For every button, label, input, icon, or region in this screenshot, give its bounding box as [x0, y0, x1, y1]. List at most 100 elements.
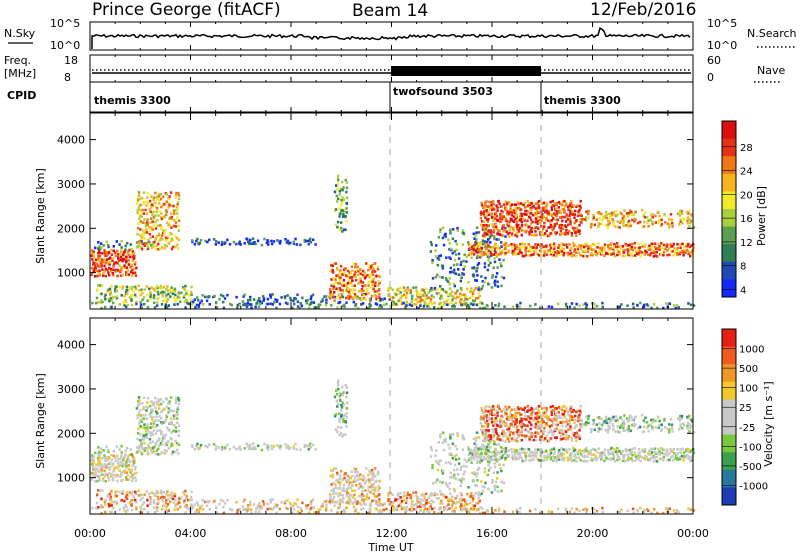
velocity-cell: [435, 460, 437, 463]
power-cell: [508, 225, 510, 228]
power-cell: [639, 302, 641, 305]
power-cell: [209, 303, 211, 306]
power-cell: [464, 265, 466, 268]
power-cell: [456, 249, 458, 252]
velocity-cell: [392, 501, 394, 504]
velocity-cell: [654, 451, 656, 454]
velocity-cell: [120, 445, 122, 448]
velocity-cell: [630, 457, 632, 460]
velocity-cell: [139, 433, 141, 436]
power-cell: [340, 204, 342, 207]
power-cell: [343, 279, 345, 282]
velocity-cell: [524, 411, 526, 414]
velocity-cell: [476, 431, 478, 434]
power-cell: [457, 268, 459, 271]
power-cell: [146, 299, 148, 302]
velocity-cell: [128, 478, 130, 481]
power-cell: [126, 289, 128, 292]
velocity-cell: [369, 491, 371, 494]
power-cell: [498, 203, 500, 206]
power-cell: [620, 220, 622, 223]
velocity-cell: [585, 447, 587, 450]
power-cell: [478, 292, 480, 295]
power-cell: [430, 287, 432, 290]
power-cell: [538, 207, 540, 210]
power-cell: [634, 218, 636, 221]
velocity-cell: [558, 456, 560, 459]
velocity-cell: [252, 442, 254, 445]
velocity-cell: [544, 437, 546, 440]
velocity-cell: [477, 456, 479, 459]
power-cell: [488, 224, 490, 227]
power-cell: [431, 295, 433, 298]
velocity-cell: [493, 440, 495, 443]
power-cell: [332, 269, 334, 272]
power-cell: [613, 213, 615, 216]
power-cell: [520, 246, 522, 249]
power-cell: [570, 247, 572, 250]
power-cell: [457, 229, 459, 232]
power-cell: [487, 259, 489, 262]
velocity-cell: [439, 490, 441, 493]
power-cell: [174, 294, 176, 297]
power-cell: [631, 213, 633, 216]
velocity-cell: [295, 503, 297, 506]
power-cell: [374, 285, 376, 288]
velocity-cell: [555, 413, 557, 416]
velocity-cell: [480, 480, 482, 483]
power-cell: [489, 241, 491, 244]
power-cell: [112, 296, 114, 299]
power-cell: [495, 276, 497, 279]
power-cell: [110, 249, 112, 252]
power-cell: [364, 298, 366, 301]
velocity-cell: [574, 449, 576, 452]
velocity-cell: [528, 407, 530, 410]
power-cell: [630, 252, 632, 255]
velocity-cell: [156, 424, 158, 427]
power-cell: [534, 243, 536, 246]
velocity-cell: [128, 459, 130, 462]
velocity-cell: [112, 477, 114, 480]
velocity-cell: [525, 459, 527, 462]
velocity-cell: [436, 493, 438, 496]
power-cell: [487, 218, 489, 221]
power-cell: [654, 242, 656, 245]
power-cell: [451, 290, 453, 293]
power-cell: [585, 211, 587, 214]
power-cell: [149, 233, 151, 236]
power-cell: [450, 267, 452, 270]
power-cell: [664, 221, 666, 224]
power-cell: [108, 274, 110, 277]
velocity-cell: [362, 486, 364, 489]
power-cell: [669, 302, 671, 305]
velocity-cell: [552, 422, 554, 425]
power-cell: [458, 296, 460, 299]
velocity-cell: [94, 480, 96, 483]
power-cell: [250, 303, 252, 306]
velocity-cell: [681, 448, 683, 451]
power-cell: [496, 232, 498, 235]
power-cell: [492, 226, 494, 229]
power-cell: [126, 286, 128, 289]
power-cell: [486, 241, 488, 244]
power-cell: [346, 211, 348, 214]
power-cell: [484, 262, 486, 265]
power-cell: [540, 230, 542, 233]
power-cell: [430, 300, 432, 303]
velocity-cell: [270, 445, 272, 448]
power-cell: [508, 232, 510, 235]
power-cell: [473, 289, 475, 292]
velocity-cell: [682, 459, 684, 462]
power-cell: [643, 252, 645, 255]
power-cell: [389, 287, 391, 290]
power-cell: [253, 298, 255, 301]
velocity-cell: [332, 493, 334, 496]
velocity-cell: [575, 460, 577, 463]
velocity-cell: [336, 400, 338, 403]
power-cell: [159, 210, 161, 213]
velocity-cell: [590, 457, 592, 460]
velocity-cell: [560, 435, 562, 438]
velocity-cell: [263, 443, 265, 446]
velocity-cell: [346, 416, 348, 419]
velocity-cell: [170, 431, 172, 434]
